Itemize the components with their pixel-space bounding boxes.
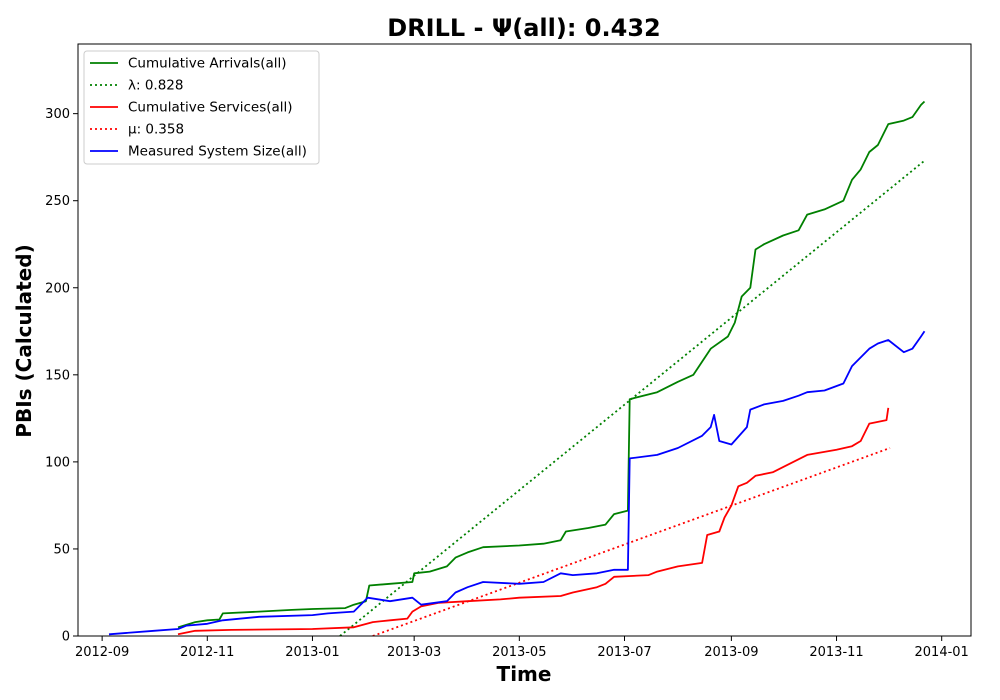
- legend-label-0: Cumulative Arrivals(all): [128, 56, 287, 72]
- x-tick-label: 2012-11: [180, 645, 234, 660]
- x-tick-label: 2013-03: [387, 645, 441, 660]
- x-tick-label: 2013-07: [597, 645, 651, 660]
- x-tick-label: 2013-11: [809, 645, 863, 660]
- y-tick-label: 200: [45, 281, 70, 296]
- y-tick-label: 300: [45, 107, 70, 122]
- series-line-4: [109, 331, 925, 634]
- legend-label-3: μ: 0.358: [128, 122, 184, 138]
- x-tick-label: 2013-09: [704, 645, 758, 660]
- x-tick-label: 2013-01: [285, 645, 339, 660]
- series-line-3: [373, 448, 890, 636]
- series-line-2: [178, 408, 888, 634]
- legend: Cumulative Arrivals(all) λ: 0.828 Cumulati…: [84, 51, 319, 164]
- x-tick-label: 2014-01: [915, 645, 969, 660]
- x-tick-label: 2012-09: [75, 645, 129, 660]
- y-tick-label: 250: [45, 194, 70, 209]
- y-tick-label: 100: [45, 455, 70, 470]
- legend-label-1: λ: 0.828: [128, 78, 183, 94]
- chart-title: DRILL - Ψ(all): 0.432: [387, 14, 660, 42]
- series-line-1: [340, 161, 925, 636]
- x-tick-label: 2013-05: [492, 645, 546, 660]
- series-line-0: [178, 102, 925, 628]
- y-tick-label: 50: [53, 542, 70, 557]
- y-tick-label: 150: [45, 368, 70, 383]
- y-axis-title: PBIs (Calculated): [12, 244, 36, 437]
- y-tick-label: 0: [62, 630, 70, 645]
- x-axis-title: Time: [497, 662, 552, 686]
- legend-label-2: Cumulative Services(all): [128, 100, 293, 116]
- legend-label-4: Measured System Size(all): [128, 144, 307, 160]
